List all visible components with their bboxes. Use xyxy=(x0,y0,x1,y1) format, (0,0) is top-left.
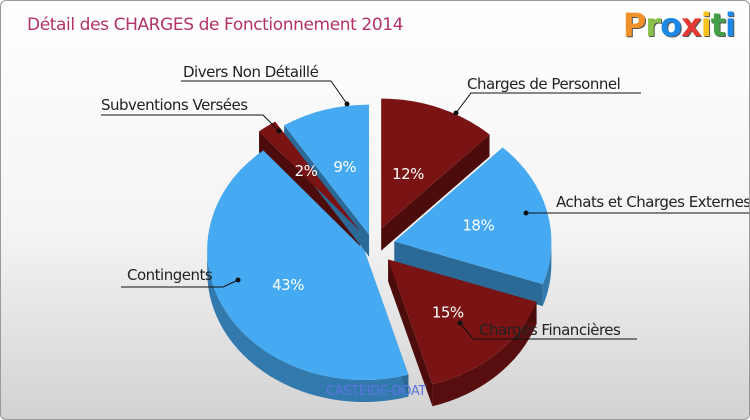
slice-category-label: Charges Financières xyxy=(479,321,621,339)
logo-letter: x xyxy=(681,6,702,44)
callout-line xyxy=(455,92,641,114)
logo-letter: o xyxy=(660,6,682,44)
callout-line xyxy=(181,80,348,105)
callout-line xyxy=(101,114,280,132)
pie-slice xyxy=(381,98,490,229)
callout-dot xyxy=(457,320,463,326)
chart-title: Détail des CHARGES de Fonctionnement 201… xyxy=(27,15,404,35)
slice-edge xyxy=(381,134,490,251)
logo-letter: r xyxy=(645,6,661,44)
slice-edge xyxy=(388,259,433,407)
pie-slice xyxy=(207,150,409,381)
logo-letter: i xyxy=(700,6,712,44)
callout-dot xyxy=(276,128,282,134)
callout-line xyxy=(459,322,637,340)
slice-category-label: Contingents xyxy=(127,266,213,284)
callout-dot xyxy=(235,277,241,283)
slice-edge xyxy=(394,241,543,307)
logo-letter: t xyxy=(710,6,726,44)
pie-slice xyxy=(259,121,360,231)
chart-subtitle: CASTEIDE-DOAT xyxy=(326,384,426,399)
slice-percent-label: 9% xyxy=(333,158,356,176)
slice-wall xyxy=(432,302,537,407)
slice-percent-label: 43% xyxy=(272,276,304,294)
slice-percent-label: 15% xyxy=(432,303,464,321)
slice-category-label: Achats et Charges Externes xyxy=(556,193,750,211)
pie-slice xyxy=(394,147,552,285)
slice-percent-label: 12% xyxy=(392,165,424,183)
slice-category-label: Charges de Personnel xyxy=(467,75,620,93)
proxiti-logo: Proxiti xyxy=(622,5,736,45)
callout-dot xyxy=(523,210,529,216)
slice-wall xyxy=(542,241,552,307)
pie-slice xyxy=(284,104,370,235)
callout-dot xyxy=(344,101,350,107)
logo-letter: P xyxy=(622,6,646,44)
callout-line xyxy=(121,279,239,288)
pie-slice xyxy=(388,259,537,385)
slice-percent-label: 2% xyxy=(295,162,318,180)
slice-wall xyxy=(207,250,409,403)
logo-letter: i xyxy=(725,6,736,44)
slice-category-label: Divers Non Détaillé xyxy=(183,63,319,81)
slice-category-label: Subventions Versées xyxy=(101,96,248,114)
callout-dot xyxy=(453,110,459,116)
slice-percent-label: 18% xyxy=(462,217,494,235)
